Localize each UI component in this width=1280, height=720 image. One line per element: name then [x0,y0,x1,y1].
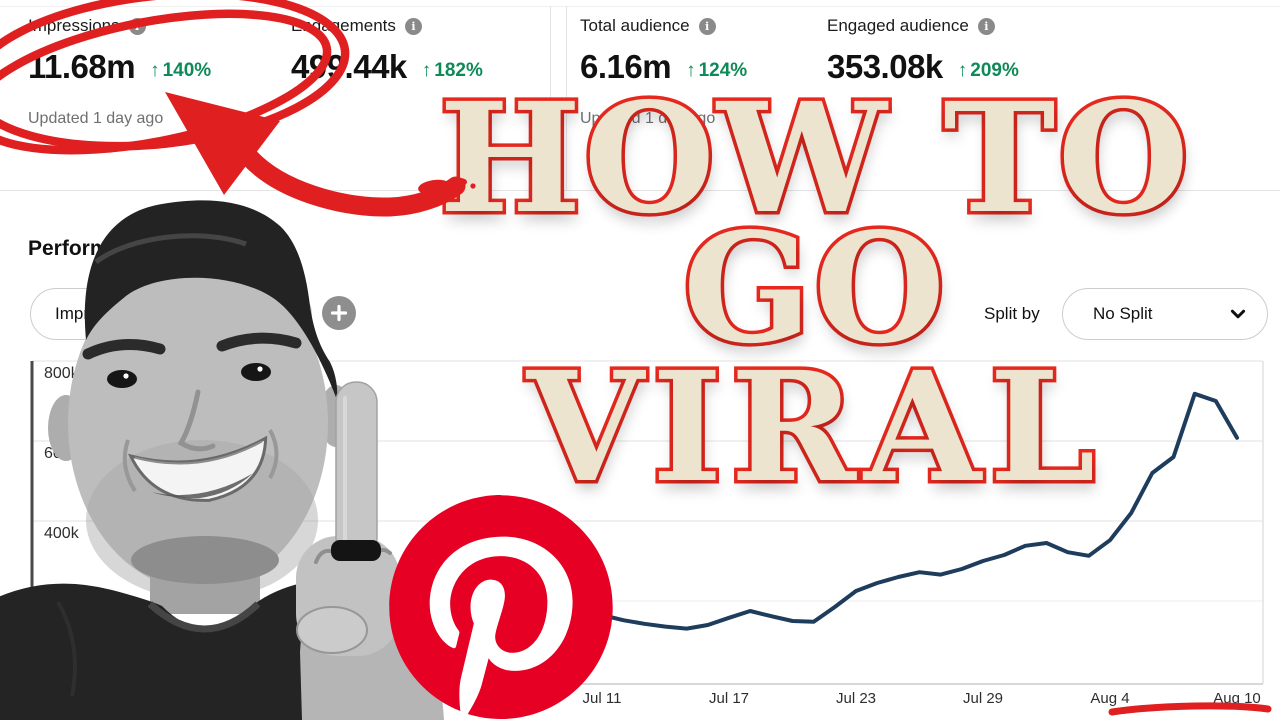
thumbnail-title-line1: HOW TO [435,69,1192,247]
card-divider-right [566,6,567,190]
x-axis-tick: Aug 10 [1213,690,1261,707]
card-divider-left [550,6,551,190]
metric-change: 182% [434,60,483,81]
x-axis-tick: Jul 17 [709,690,749,707]
split-by-dropdown[interactable]: No Split [1062,288,1268,340]
y-axis-tick: 800k [44,365,80,382]
updated-timestamp: Updated 1 day ago [580,110,716,127]
split-by-value: No Split [1093,304,1153,323]
info-icon[interactable]: i [977,17,995,35]
up-arrow-icon: ↑ [421,60,432,81]
metric-value: 353.08k [827,48,943,85]
metric-change: 209% [970,60,1019,81]
x-axis-tick: Aug 4 [1090,690,1129,707]
x-axis-labels: Jul 11 Jul 17 Jul 23 Jul 29 Aug 4 Aug 10 [583,690,1261,707]
cards-top-border [0,6,1280,7]
up-arrow-icon: ↑ [957,60,968,81]
x-axis-tick: Jul 23 [836,690,876,707]
up-arrow-icon: ↑ [686,60,696,81]
info-icon[interactable]: i [404,17,422,35]
impressions-trend-line [600,391,1239,631]
info-icon[interactable]: i [698,17,716,35]
y-axis-tick: 400k [44,525,80,542]
y-axis-labels: 800k 600k 400k [44,365,80,542]
chevron-down-icon [1230,309,1246,319]
metric-card-total-audience: Total audience i 6.16m ↑ 124% [580,16,747,86]
thumbnail-title-line2: GO [679,199,949,377]
split-by-label: Split by [984,304,1040,323]
metric-label: Total audience [580,16,690,35]
metric-value: 6.16m [580,48,672,85]
y-axis-tick: 600k [44,445,80,462]
metric-change: 124% [698,60,748,81]
thumbnail-title-line3: VIRAL [523,338,1104,516]
x-axis-tick: Jul 11 [583,690,622,707]
pinterest-logo-icon [389,495,613,719]
metric-label: Engaged audience [827,16,969,35]
x-axis-tick: Jul 29 [963,690,1003,707]
section-divider [0,190,1280,191]
metric-card-engaged-audience: Engaged audience i 353.08k ↑ 209% [827,16,1019,86]
